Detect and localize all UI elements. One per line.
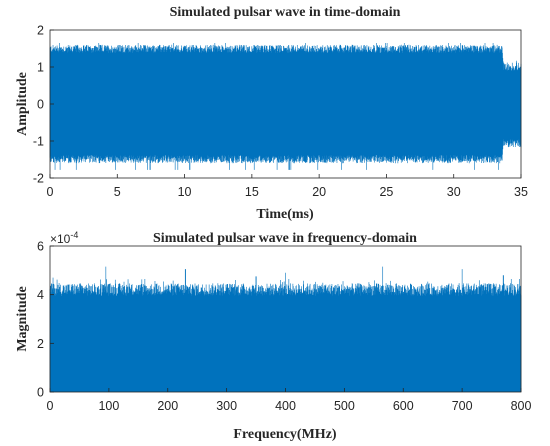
x-tick-label: 300 xyxy=(216,399,237,413)
y-tick-label: 1 xyxy=(37,61,44,75)
y-tick-label: -1 xyxy=(33,135,44,149)
x-tick-label: 800 xyxy=(511,399,532,413)
x-tick-label: 700 xyxy=(452,399,473,413)
y-tick-label: 0 xyxy=(37,386,44,400)
x-tick-label: 15 xyxy=(245,185,259,199)
y-tick-label: 6 xyxy=(37,240,44,254)
x-tick-label: 600 xyxy=(393,399,414,413)
time-domain-waveform xyxy=(49,42,522,170)
time-domain-title: Simulated pulsar wave in time-domain xyxy=(170,5,401,20)
time-domain-signal-trace xyxy=(49,42,522,170)
time-domain-x-label: Time(ms) xyxy=(256,207,314,222)
time-domain-y-label: Amplitude xyxy=(15,72,30,136)
frequency-domain-x-label: Frequency(MHz) xyxy=(233,427,336,442)
x-tick-label: 20 xyxy=(312,185,326,199)
frequency-domain-spectrum xyxy=(49,266,522,392)
y-multiplier-base: ×10 xyxy=(50,232,71,246)
time-domain-plot: Simulated pulsar wave in time-domain 0 5 1… xyxy=(15,5,528,222)
x-tick-label: 5 xyxy=(114,185,121,199)
y-tick-label: 0 xyxy=(37,98,44,112)
x-tick-label: 30 xyxy=(447,185,461,199)
x-tick-label: 200 xyxy=(157,399,178,413)
frequency-domain-x-ticks: 0 100 200 300 400 500 600 700 800 xyxy=(47,388,532,413)
x-tick-label: 400 xyxy=(275,399,296,413)
time-domain-y-ticks: -2 -1 0 1 2 xyxy=(33,24,54,186)
x-tick-label: 10 xyxy=(178,185,192,199)
x-tick-label: 500 xyxy=(334,399,355,413)
frequency-domain-y-label: Magnitude xyxy=(15,286,30,351)
y-tick-label: -2 xyxy=(33,172,44,186)
y-multiplier-label: ×10-4 xyxy=(50,230,78,246)
time-domain-x-ticks: 0 5 10 15 20 25 30 35 xyxy=(47,174,528,199)
frequency-domain-plot: Simulated pulsar wave in frequency-domai… xyxy=(15,230,531,442)
x-tick-label: 25 xyxy=(379,185,393,199)
x-tick-label: 0 xyxy=(47,399,54,413)
x-tick-label: 0 xyxy=(47,185,54,199)
y-tick-label: 2 xyxy=(37,24,44,38)
x-tick-label: 100 xyxy=(98,399,119,413)
frequency-domain-y-ticks: 0 2 4 6 xyxy=(37,240,54,400)
y-tick-label: 2 xyxy=(37,337,44,351)
y-multiplier-exponent: -4 xyxy=(70,230,78,240)
y-tick-label: 4 xyxy=(37,288,44,302)
frequency-domain-title: Simulated pulsar wave in frequency-domai… xyxy=(153,231,417,246)
x-tick-label: 35 xyxy=(514,185,528,199)
